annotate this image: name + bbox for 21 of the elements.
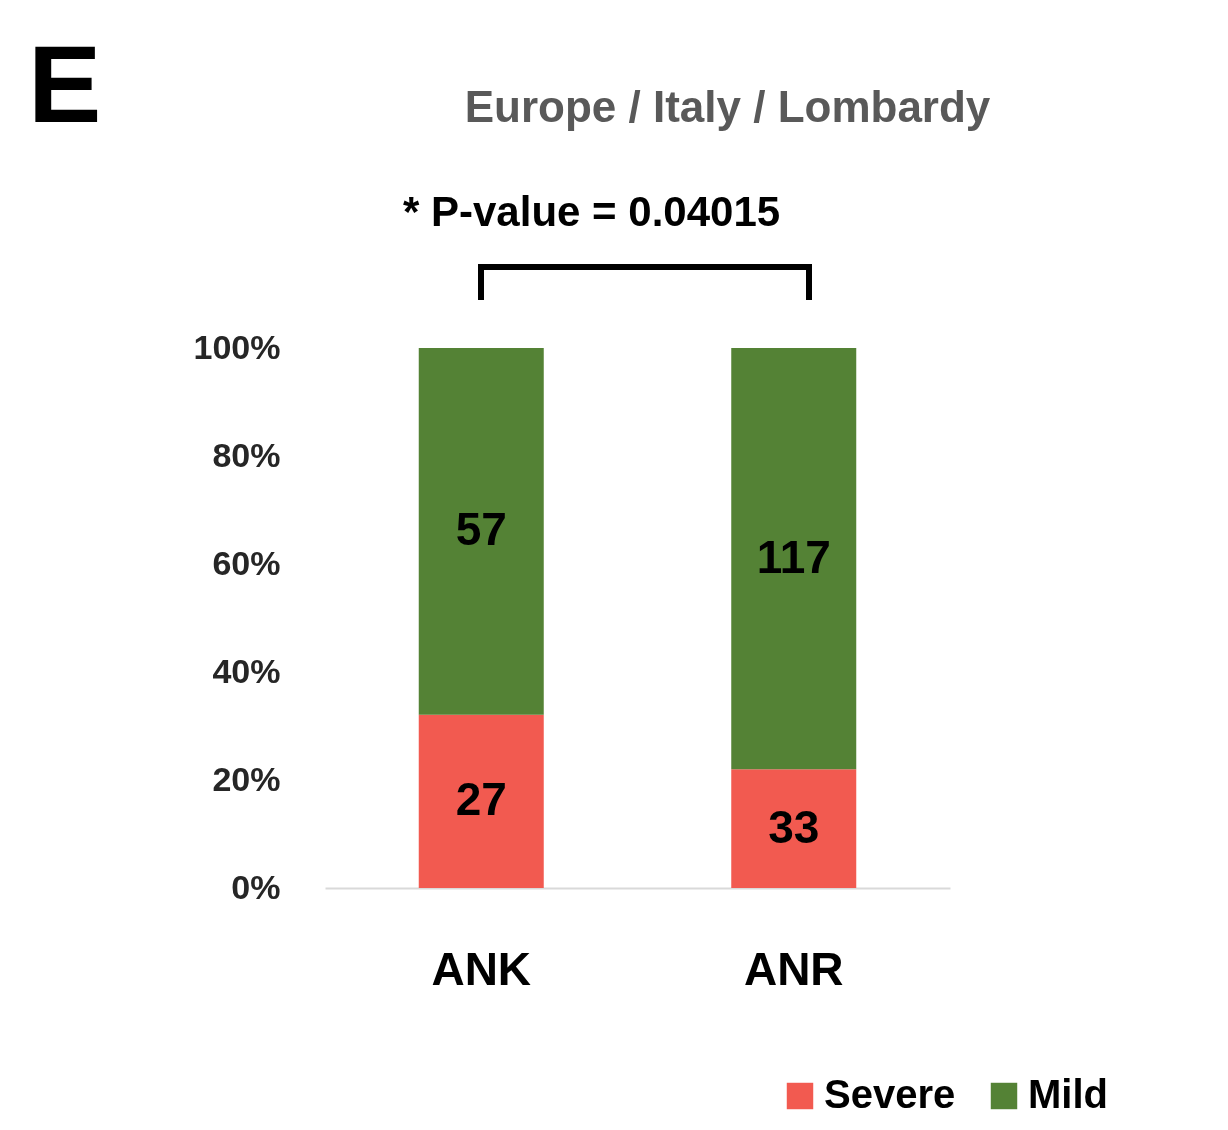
bar <box>731 769 857 888</box>
y-tick-label: 40% <box>212 651 281 690</box>
bar <box>418 348 544 715</box>
x-tick-label: ANK <box>431 942 532 995</box>
y-tick-label: 20% <box>212 759 281 798</box>
legend-label: Mild <box>1028 1072 1108 1116</box>
y-tick-label: 80% <box>212 435 281 474</box>
x-tick-label: ANR <box>743 942 844 995</box>
y-tick-label: 60% <box>212 543 281 582</box>
annotation: 117 <box>756 530 831 583</box>
y-tick-label: 100% <box>193 327 281 366</box>
chart-title: Europe / Italy / Lombardy <box>464 82 991 131</box>
text: E <box>28 21 102 147</box>
annotation: 33 <box>768 800 820 853</box>
bar <box>418 714 544 888</box>
legend-label: Severe <box>824 1072 956 1116</box>
text: * P-value = 0.04015 <box>403 188 781 236</box>
annotation: 27 <box>455 773 507 826</box>
annotation: 57 <box>455 503 507 556</box>
y-tick-label: 0% <box>231 867 281 906</box>
bar <box>731 348 857 770</box>
